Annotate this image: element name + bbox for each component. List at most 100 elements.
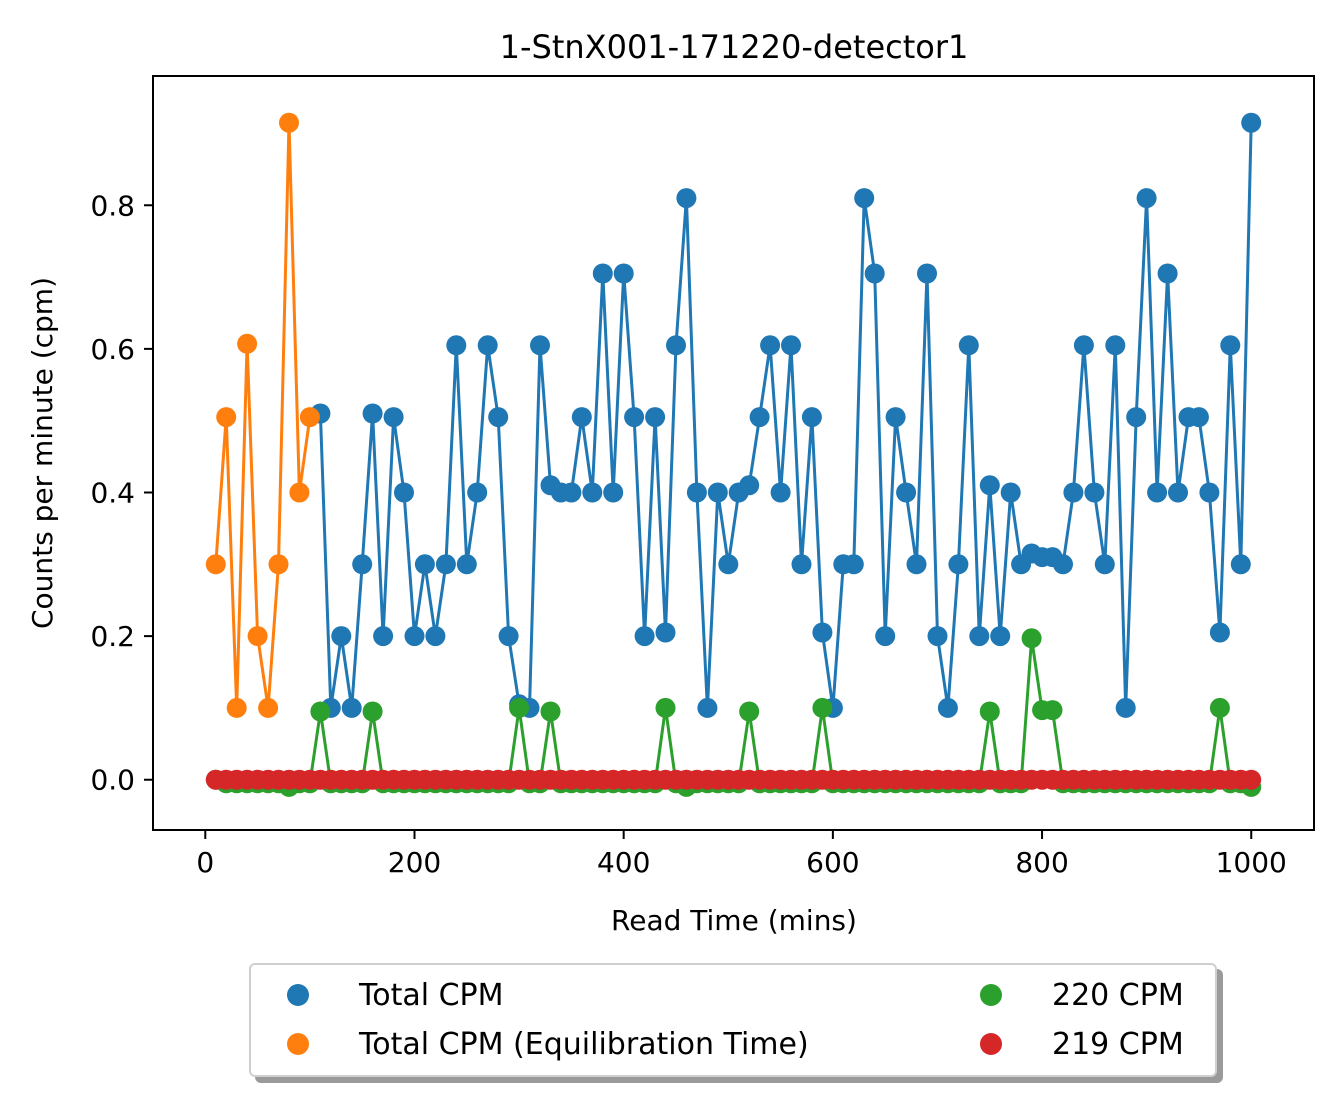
legend-item-220-cpm: 220 CPM bbox=[980, 975, 1184, 1015]
data-point-total-cpm bbox=[1073, 335, 1094, 356]
data-point-total-cpm bbox=[1094, 554, 1115, 575]
data-point-219-cpm bbox=[1241, 769, 1262, 790]
data-point-total-cpm-equilibration-time bbox=[299, 407, 320, 428]
data-point-total-cpm bbox=[707, 482, 728, 503]
data-point-total-cpm bbox=[1230, 554, 1251, 575]
series-219-cpm bbox=[205, 769, 1262, 790]
data-point-total-cpm bbox=[634, 626, 655, 647]
data-point-total-cpm bbox=[582, 482, 603, 503]
data-point-total-cpm bbox=[404, 626, 425, 647]
legend-item-total-cpm: Total CPM bbox=[287, 975, 504, 1015]
data-point-total-cpm bbox=[394, 482, 414, 503]
legend-marker-219-cpm bbox=[980, 1033, 1002, 1055]
data-point-total-cpm bbox=[666, 335, 686, 356]
data-point-220-cpm bbox=[655, 697, 676, 718]
data-point-total-cpm bbox=[477, 335, 498, 356]
x-tick-label: 0 bbox=[196, 846, 214, 879]
data-point-220-cpm bbox=[540, 701, 561, 722]
data-point-total-cpm bbox=[645, 407, 666, 428]
data-point-total-cpm bbox=[812, 622, 833, 643]
data-point-total-cpm bbox=[927, 626, 948, 647]
data-point-total-cpm bbox=[1157, 263, 1178, 284]
y-tick-label: 0.4 bbox=[90, 476, 135, 509]
y-tick-label: 0.0 bbox=[90, 764, 135, 797]
legend-label-220-cpm: 220 CPM bbox=[1052, 977, 1184, 1013]
data-point-total-cpm bbox=[655, 622, 676, 643]
legend-marker-equilibration bbox=[287, 1033, 309, 1055]
data-point-total-cpm bbox=[854, 188, 875, 209]
data-point-total-cpm bbox=[467, 482, 488, 503]
data-point-total-cpm bbox=[498, 626, 519, 647]
data-point-total-cpm bbox=[331, 626, 352, 647]
data-point-total-cpm bbox=[435, 554, 456, 575]
data-point-total-cpm bbox=[969, 626, 990, 647]
data-point-total-cpm bbox=[885, 407, 906, 428]
data-point-total-cpm bbox=[843, 554, 864, 575]
data-point-total-cpm-equilibration-time bbox=[289, 482, 310, 503]
data-point-total-cpm bbox=[1136, 188, 1157, 209]
series-line-total-cpm bbox=[318, 122, 1253, 710]
data-point-220-cpm bbox=[1042, 700, 1063, 721]
data-point-total-cpm bbox=[697, 697, 718, 718]
data-point-total-cpm bbox=[613, 263, 634, 284]
data-point-total-cpm bbox=[676, 188, 697, 209]
legend-label-219-cpm: 219 CPM bbox=[1052, 1026, 1184, 1062]
series-total-cpm-equilibration-time bbox=[205, 112, 320, 718]
y-axis-label: Counts per minute (cpm) bbox=[26, 277, 59, 629]
legend-label-total-cpm: Total CPM bbox=[359, 977, 504, 1013]
data-point-total-cpm bbox=[896, 482, 917, 503]
data-point-total-cpm bbox=[488, 407, 509, 428]
x-tick-label: 800 bbox=[1015, 846, 1068, 879]
data-point-total-cpm bbox=[948, 554, 969, 575]
data-point-total-cpm bbox=[1115, 697, 1136, 718]
data-point-total-cpm bbox=[1188, 407, 1209, 428]
data-point-220-cpm bbox=[1021, 628, 1042, 649]
y-tick-label: 0.8 bbox=[90, 189, 135, 222]
data-point-total-cpm bbox=[571, 407, 592, 428]
data-point-total-cpm-equilibration-time bbox=[216, 407, 237, 428]
data-point-total-cpm bbox=[603, 482, 624, 503]
data-point-220-cpm bbox=[1209, 697, 1230, 718]
data-point-total-cpm bbox=[1220, 335, 1241, 356]
legend: Total CPM Total CPM (Equilibration Time)… bbox=[249, 963, 1217, 1077]
data-point-total-cpm bbox=[561, 482, 582, 503]
data-point-total-cpm-equilibration-time bbox=[247, 626, 268, 647]
x-tick-label: 400 bbox=[597, 846, 650, 879]
x-tick-label: 600 bbox=[806, 846, 859, 879]
data-point-total-cpm bbox=[958, 335, 979, 356]
data-point-total-cpm bbox=[1199, 482, 1220, 503]
data-point-total-cpm bbox=[781, 335, 801, 356]
axes-frame bbox=[152, 75, 1315, 831]
data-point-total-cpm bbox=[1241, 112, 1262, 133]
data-point-total-cpm bbox=[456, 554, 477, 575]
data-point-220-cpm bbox=[310, 701, 331, 722]
data-point-total-cpm bbox=[686, 482, 707, 503]
series-total-cpm bbox=[310, 112, 1262, 718]
data-point-total-cpm bbox=[749, 407, 770, 428]
legend-item-equilibration: Total CPM (Equilibration Time) bbox=[287, 1024, 809, 1064]
data-point-total-cpm-equilibration-time bbox=[226, 697, 247, 718]
x-tick-label: 200 bbox=[388, 846, 441, 879]
data-point-total-cpm bbox=[864, 263, 885, 284]
chart-title: 1-StnX001-171220-detector1 bbox=[500, 28, 969, 66]
data-point-total-cpm bbox=[906, 554, 927, 575]
data-point-total-cpm bbox=[1147, 482, 1168, 503]
data-point-220-cpm bbox=[739, 701, 760, 722]
legend-marker-total-cpm bbox=[287, 984, 309, 1006]
data-point-total-cpm bbox=[760, 335, 781, 356]
data-point-220-cpm bbox=[362, 701, 383, 722]
x-axis: 0 200 400 600 800 1000 bbox=[196, 830, 1287, 879]
data-point-total-cpm bbox=[770, 482, 791, 503]
legend-marker-220-cpm bbox=[980, 984, 1002, 1006]
legend-label-equilibration: Total CPM (Equilibration Time) bbox=[359, 1026, 809, 1062]
data-point-total-cpm bbox=[383, 407, 404, 428]
data-point-total-cpm bbox=[624, 407, 645, 428]
data-point-total-cpm bbox=[875, 626, 896, 647]
data-point-total-cpm bbox=[1084, 482, 1105, 503]
data-point-total-cpm bbox=[1053, 554, 1073, 575]
data-point-total-cpm bbox=[362, 403, 383, 424]
data-point-total-cpm bbox=[1126, 407, 1147, 428]
data-point-220-cpm bbox=[509, 697, 530, 718]
data-point-220-cpm bbox=[979, 701, 1000, 722]
